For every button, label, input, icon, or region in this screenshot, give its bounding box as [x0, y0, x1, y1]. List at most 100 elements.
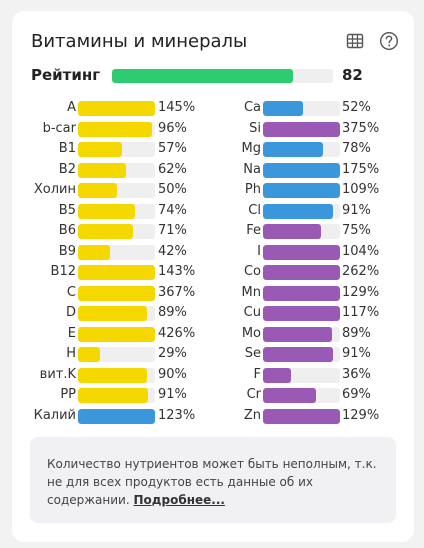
- vitamin-bar-fill: [78, 244, 111, 260]
- rating-value: 82: [342, 66, 363, 84]
- vitamin-percent: 367%: [158, 284, 196, 300]
- info-note-text: Количество нутриентов может быть неполны…: [47, 457, 377, 507]
- vitamin-row: Холин 50%: [12, 180, 414, 200]
- vitamin-label: C: [66, 284, 76, 300]
- vitamin-row: PP 91%: [12, 385, 414, 405]
- vitamin-bar: [78, 244, 155, 260]
- vitamin-bar-fill: [78, 142, 122, 157]
- vitamin-row: H 29%: [12, 344, 414, 364]
- vitamin-row: Калий 123%: [12, 406, 414, 426]
- mineral-bar-fill: [263, 142, 324, 157]
- vitamin-bar-fill: [78, 121, 152, 137]
- mineral-row: Co 262%: [12, 262, 414, 282]
- mineral-bar: [263, 203, 340, 219]
- vitamin-label: E: [67, 325, 76, 341]
- mineral-bar: [263, 183, 340, 198]
- mineral-percent: 52%: [342, 100, 371, 115]
- mineral-percent: 375%: [342, 120, 380, 136]
- mineral-row: Mo 89%: [12, 324, 414, 344]
- mineral-row: Mg 78%: [12, 139, 414, 159]
- mineral-bar-fill: [263, 306, 340, 321]
- mineral-bar: [263, 101, 340, 116]
- mineral-percent: 89%: [342, 325, 371, 341]
- vitamin-bar: [78, 203, 155, 219]
- more-info-link[interactable]: Подробнее...: [133, 493, 225, 507]
- vitamin-percent: 42%: [158, 243, 187, 259]
- rating-label: Рейтинг: [31, 66, 101, 84]
- mineral-label: Mn: [241, 284, 261, 300]
- mineral-bar-fill: [263, 224, 321, 239]
- vitamin-bar: [78, 306, 155, 321]
- vitamin-percent: 123%: [158, 407, 196, 423]
- mineral-bar-fill: [263, 326, 332, 342]
- vitamin-label: B9: [58, 243, 76, 259]
- mineral-label: Zn: [243, 407, 261, 423]
- mineral-bar: [263, 142, 340, 157]
- mineral-bar-fill: [263, 285, 340, 301]
- vitamin-bar-fill: [78, 224, 133, 239]
- mineral-bar: [263, 265, 340, 280]
- mineral-row: Cu 117%: [12, 303, 414, 323]
- vitamin-bar: [78, 326, 155, 342]
- vitamin-bar-fill: [78, 347, 101, 362]
- vitamin-percent: 143%: [158, 264, 196, 279]
- mineral-bar: [263, 224, 340, 239]
- vitamin-row: A 145%: [12, 98, 414, 118]
- vitamin-percent: 57%: [158, 141, 187, 156]
- vitamin-bar: [78, 224, 155, 239]
- mineral-percent: 78%: [342, 141, 371, 156]
- vitamin-row: B1 57%: [12, 139, 414, 159]
- vitamin-percent: 74%: [158, 202, 187, 218]
- vitamin-bar-fill: [78, 265, 155, 280]
- mineral-row: Se 91%: [12, 344, 414, 364]
- vitamin-bar: [78, 265, 155, 280]
- vitamin-bar-fill: [78, 203, 135, 219]
- mineral-bar: [263, 347, 340, 362]
- mineral-bar-fill: [263, 203, 334, 219]
- mineral-percent: 262%: [342, 264, 380, 279]
- mineral-bar-fill: [263, 408, 340, 424]
- vitamin-label: PP: [60, 387, 76, 402]
- mineral-bar-fill: [263, 183, 340, 198]
- vitamin-bar: [78, 101, 155, 116]
- vitamin-bar: [78, 121, 155, 137]
- vitamin-label: Холин: [33, 182, 76, 197]
- mineral-label: Mg: [241, 141, 261, 156]
- vitamin-bar-fill: [78, 367, 148, 383]
- vitamin-bar-fill: [78, 162, 126, 178]
- vitamin-label: B5: [58, 202, 76, 218]
- vitamin-bar: [78, 285, 155, 301]
- vitamin-percent: 96%: [158, 120, 187, 136]
- vitamin-label: D: [65, 305, 76, 320]
- card-title: Витамины и минералы: [31, 31, 248, 52]
- mineral-row: Cl 91%: [12, 201, 414, 221]
- vitamin-percent: 71%: [158, 223, 187, 238]
- table-icon[interactable]: [345, 31, 365, 51]
- vitamin-percent: 50%: [158, 182, 187, 197]
- vitamin-label: вит.K: [39, 366, 76, 382]
- vitamin-bar: [78, 142, 155, 157]
- vitamin-bar: [78, 183, 155, 198]
- vitamin-label: Калий: [33, 407, 76, 423]
- mineral-row: F 36%: [12, 365, 414, 385]
- vitamin-percent: 145%: [158, 100, 196, 115]
- vitamin-row: E 426%: [12, 324, 414, 344]
- mineral-bar-fill: [263, 101, 304, 116]
- vitamin-row: B5 74%: [12, 201, 414, 221]
- mineral-percent: 69%: [342, 387, 371, 402]
- vitamin-row: B2 62%: [12, 160, 414, 180]
- mineral-row: Ph 109%: [12, 180, 414, 200]
- mineral-percent: 117%: [342, 305, 380, 320]
- vitamin-bar-fill: [78, 326, 155, 342]
- mineral-percent: 129%: [342, 407, 380, 423]
- vitamin-bar-fill: [78, 101, 155, 116]
- mineral-bar-fill: [263, 347, 334, 362]
- help-circle-icon[interactable]: [379, 31, 399, 51]
- mineral-label: Co: [243, 264, 261, 279]
- mineral-percent: 91%: [342, 346, 371, 361]
- mineral-bar: [263, 408, 340, 424]
- mineral-bar: [263, 244, 340, 260]
- mineral-label: Fe: [246, 223, 261, 238]
- mineral-row: Ca 52%: [12, 98, 414, 118]
- mineral-bar-fill: [263, 244, 340, 260]
